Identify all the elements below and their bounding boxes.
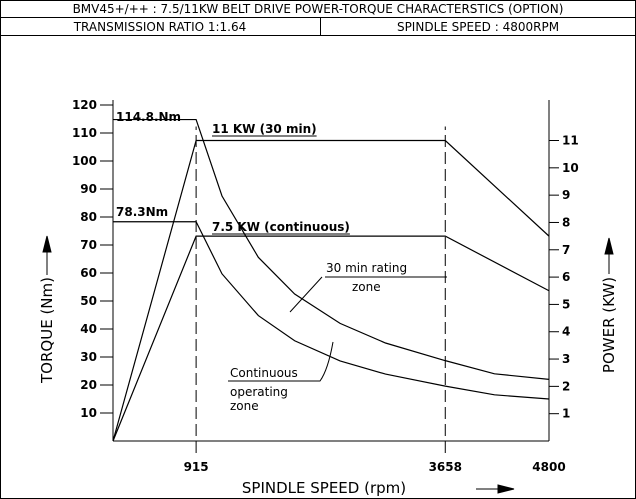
- y-tick-label: 70: [80, 238, 97, 252]
- y2-tick-label: 8: [562, 215, 570, 229]
- y-tick-label: 40: [80, 322, 97, 336]
- y2-tick-label: 1: [562, 407, 570, 421]
- y2-tick-label: 3: [562, 352, 570, 366]
- y-tick-label: 80: [80, 210, 97, 224]
- annotation: zone: [230, 399, 259, 413]
- arrow: [604, 237, 614, 274]
- arrow: [42, 235, 52, 275]
- x-axis-label: SPINDLE SPEED (rpm): [242, 479, 406, 497]
- y-tick-label: 110: [72, 126, 97, 140]
- curve: [112, 139, 550, 442]
- y2-tick-label: 2: [562, 379, 570, 393]
- y2-tick-label: 5: [562, 297, 570, 311]
- y-axis-label: TORQUE (Nm): [38, 277, 56, 384]
- curve: [113, 221, 550, 400]
- curve: [113, 118, 550, 380]
- y2-tick-label: 4: [562, 325, 570, 339]
- y-tick-label: 90: [80, 182, 97, 196]
- annotation: 114.8.Nm: [116, 110, 181, 124]
- y-tick-label: 20: [80, 378, 97, 392]
- leader: [228, 341, 334, 382]
- y2-tick-label: 11: [562, 134, 579, 148]
- y-tick-label: 120: [72, 98, 97, 112]
- subtitle: SPINDLE SPEED : 4800RPM: [397, 20, 559, 34]
- annotation: 7.5 KW (continuous): [212, 220, 350, 234]
- chart-title: BMV45+/++ : 7.5/11KW BELT DRIVE POWER-TO…: [73, 2, 564, 16]
- y-tick-label: 50: [80, 294, 97, 308]
- y2-tick-label: 7: [562, 243, 570, 257]
- y-tick-label: 10: [80, 406, 97, 420]
- y2-tick-label: 6: [562, 270, 570, 284]
- x-tick-label: 4800: [532, 460, 565, 474]
- annotation: 30 min rating: [326, 261, 407, 275]
- leader: [289, 276, 447, 313]
- y2-tick-label: 10: [562, 161, 579, 175]
- annotation: operating: [230, 385, 288, 399]
- arrow: [476, 484, 515, 494]
- annotation: 78.3Nm: [116, 205, 168, 219]
- curve: [112, 235, 550, 442]
- y-tick-label: 100: [72, 154, 97, 168]
- y2-axis-label: POWER (KW): [600, 277, 618, 373]
- y-tick-label: 30: [80, 350, 97, 364]
- subtitle: TRANSMISSION RATIO 1:1.64: [73, 20, 247, 34]
- y2-tick-label: 9: [562, 188, 570, 202]
- x-tick-label: 915: [184, 460, 209, 474]
- annotation: 11 KW (30 min): [212, 122, 317, 136]
- annotation: Continuous: [230, 366, 298, 380]
- annotation: zone: [352, 280, 381, 294]
- y-tick-label: 60: [80, 266, 97, 280]
- x-tick-label: 3658: [429, 460, 462, 474]
